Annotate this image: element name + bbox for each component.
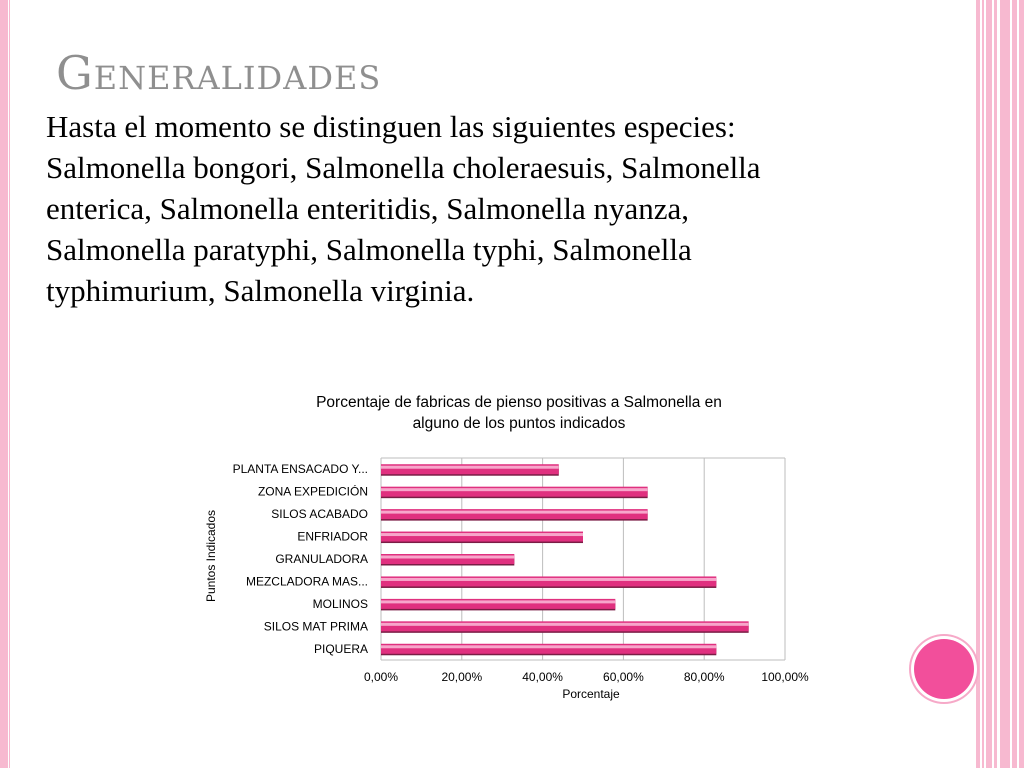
bar	[381, 464, 559, 475]
plot-area: 0,00% 20,00% 40,00% 60,00% 80,00% 100,00% PLAN…	[233, 457, 809, 684]
bar	[381, 621, 749, 632]
x-tick-label: 60,00%	[603, 670, 644, 684]
slide-title: Generalidades	[56, 46, 382, 100]
bar	[381, 576, 717, 587]
bar-highlight	[381, 488, 648, 492]
left-decorative-line	[9, 0, 10, 768]
bar-highlight	[381, 555, 515, 559]
y-axis-label: Puntos Indicados	[204, 510, 218, 602]
y-tick-label: PIQUERA	[314, 642, 368, 656]
bar-highlight	[381, 622, 749, 626]
bar	[381, 554, 515, 564]
left-decorative-bar	[0, 0, 8, 768]
x-tick-label: 100,00%	[761, 670, 809, 684]
bar-chart: Porcentaje de fabricas de pienso positiv…	[190, 380, 830, 710]
bar	[381, 598, 616, 609]
y-tick-label: MOLINOS	[313, 597, 368, 611]
bar	[381, 486, 648, 497]
x-tick-label: 80,00%	[684, 670, 725, 684]
y-tick-label: SILOS MAT PRIMA	[264, 619, 368, 633]
x-axis-label: Porcentaje	[562, 687, 620, 701]
chart-title-line-1: Porcentaje de fabricas de pienso positiv…	[316, 394, 722, 411]
slide-body-text: Hasta el momento se distinguen las sigui…	[46, 109, 761, 308]
bar-highlight	[381, 600, 616, 604]
y-tick-label: MEZCLADORA MAS...	[246, 574, 368, 588]
bar-highlight	[381, 645, 717, 649]
bar-highlight	[381, 510, 648, 514]
right-decorative-stripes	[976, 0, 1024, 768]
x-tick-label: 20,00%	[441, 670, 482, 684]
chart-title-line-2: alguno de los puntos indicados	[413, 415, 626, 432]
bar	[381, 509, 648, 520]
bar-highlight	[381, 577, 717, 581]
x-tick-label: 0,00%	[364, 670, 398, 684]
y-tick-label: SILOS ACABADO	[271, 507, 368, 521]
y-tick-label: ZONA EXPEDICIÓN	[258, 484, 368, 499]
bar-highlight	[381, 465, 559, 469]
bar	[381, 531, 583, 542]
bar	[381, 643, 717, 654]
y-tick-label: PLANTA ENSACADO Y...	[233, 462, 368, 476]
y-tick-label: ENFRIADOR	[297, 530, 368, 544]
decorative-pink-circle	[914, 639, 974, 699]
x-tick-label: 40,00%	[522, 670, 563, 684]
y-tick-label: GRANULADORA	[275, 552, 368, 566]
bar-chart-svg: Porcentaje de fabricas de pienso positiv…	[204, 394, 809, 701]
bar-highlight	[381, 533, 583, 537]
